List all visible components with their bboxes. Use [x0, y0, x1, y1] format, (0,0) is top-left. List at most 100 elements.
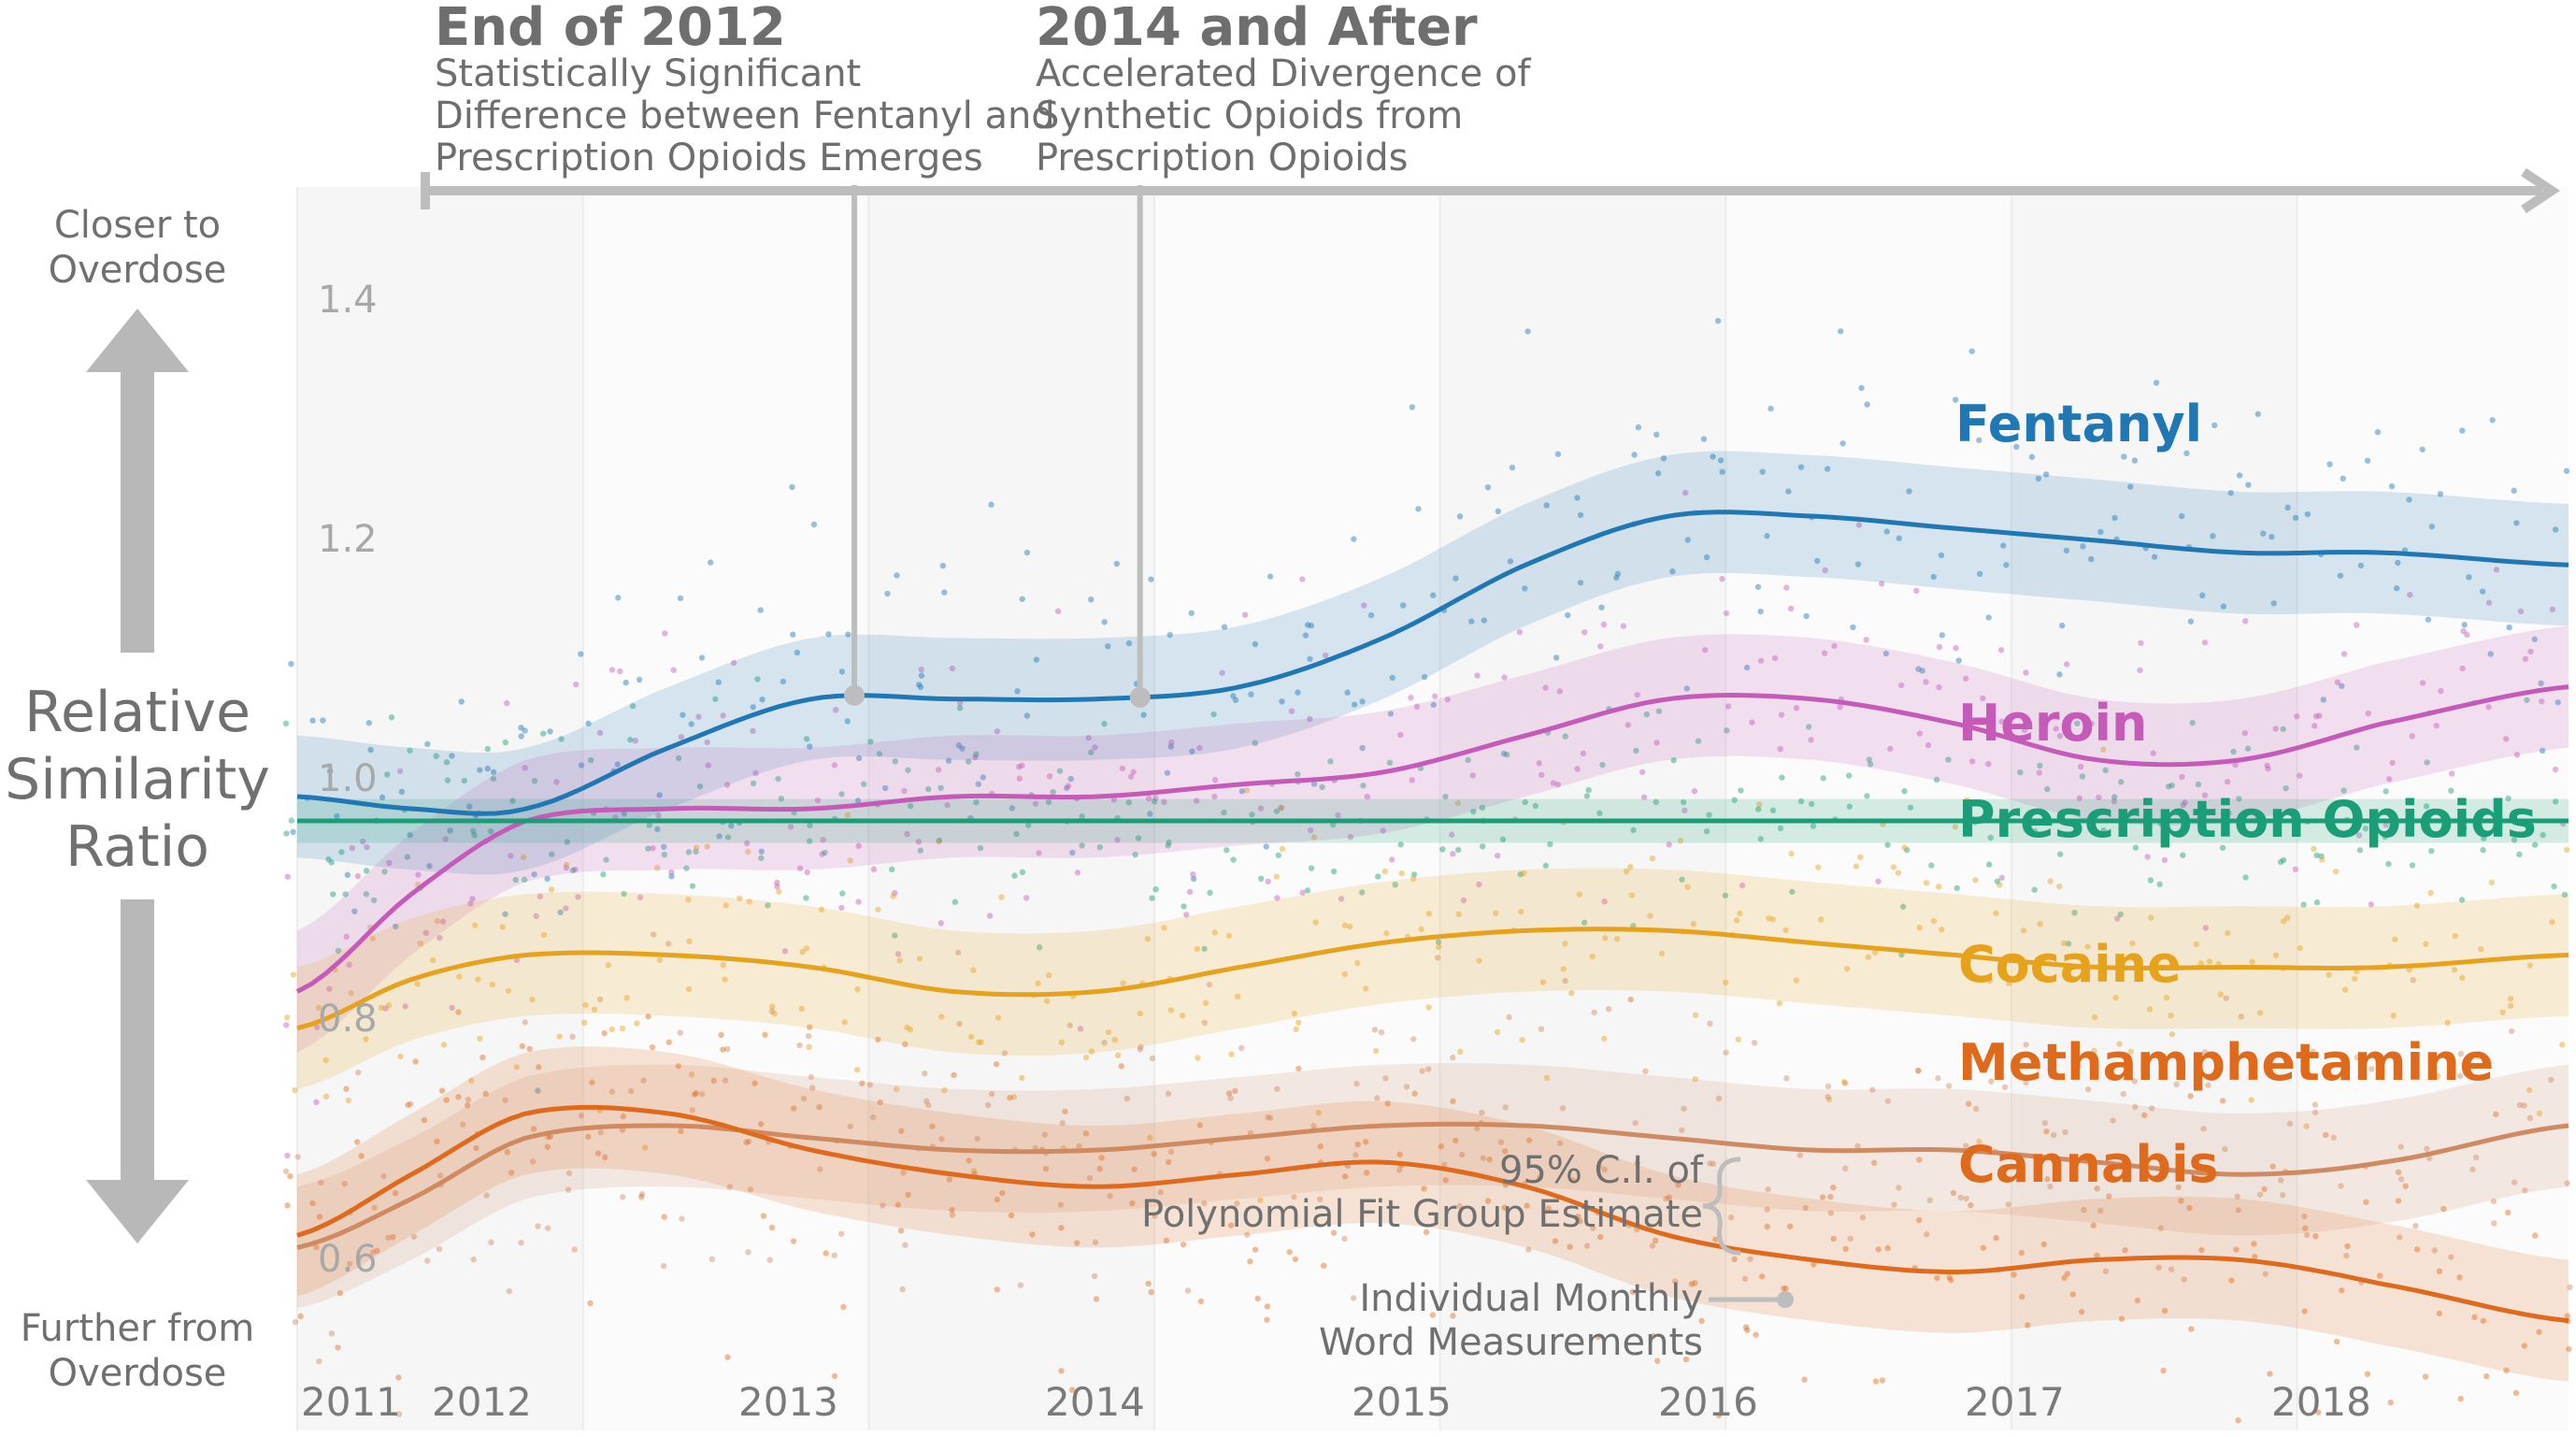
measurement-point: [410, 1233, 418, 1240]
up-arrow-shaft: [121, 366, 154, 653]
measurement-point: [1787, 605, 1795, 612]
measurement-point: [540, 931, 548, 939]
measurement-point: [678, 1128, 684, 1135]
measurement-point: [2461, 622, 2468, 628]
measurement-point: [1140, 711, 1147, 718]
measurement-point: [2160, 1367, 2167, 1374]
measurement-point: [820, 837, 826, 843]
measurement-point: [602, 1154, 608, 1161]
measurement-point: [2132, 1103, 2139, 1111]
measurement-point: [685, 985, 693, 993]
measurement-point: [2563, 467, 2570, 474]
measurement-point: [581, 1019, 588, 1027]
measurement-point: [380, 1172, 387, 1180]
measurement-point: [2332, 868, 2340, 875]
down-arrow-icon: [86, 1180, 189, 1243]
measurement-point: [2220, 603, 2227, 610]
measurement-point: [2044, 1176, 2051, 1183]
measurement-point: [896, 957, 903, 964]
measurement-point: [2069, 1291, 2077, 1298]
measurement-point: [2516, 1101, 2524, 1109]
measurement-point: [2021, 726, 2028, 734]
measurement-point: [1980, 1244, 1987, 1251]
measurement-point: [1017, 1282, 1024, 1288]
measurement-point: [2019, 1293, 2025, 1300]
measurement-point: [925, 1101, 932, 1109]
measurement-point: [1972, 1105, 1980, 1113]
measurement-point: [2516, 851, 2523, 858]
measurement-point: [608, 667, 616, 673]
measurement-point: [2310, 1048, 2316, 1056]
measurement-point: [881, 784, 889, 792]
measurement-point: [1629, 1288, 1636, 1295]
x-tick-label: 2014: [1045, 1379, 1145, 1425]
measurement-point: [1719, 468, 1725, 475]
measurement-point: [720, 961, 726, 969]
measurement-point: [1756, 801, 1763, 808]
measurement-point: [1599, 761, 1606, 769]
measurement-point: [623, 679, 629, 686]
measurement-point: [1739, 882, 1746, 889]
measurement-point: [2168, 1031, 2176, 1038]
measurement-point: [2301, 1213, 2308, 1220]
measurement-point: [316, 1214, 323, 1220]
measurement-point: [898, 1128, 905, 1134]
measurement-point: [2330, 1134, 2337, 1142]
measurement-point: [1307, 715, 1313, 723]
measurement-point: [600, 871, 607, 878]
measurement-point: [993, 1060, 1000, 1068]
measurement-point: [2294, 713, 2300, 720]
measurement-point: [316, 1358, 322, 1365]
measurement-point: [1998, 718, 2005, 726]
measurement-point: [1577, 580, 1584, 586]
measurement-point: [1875, 878, 1882, 884]
measurement-point: [2110, 1117, 2116, 1124]
measurement-point: [1955, 657, 1962, 664]
measurement-point: [1742, 1324, 1750, 1330]
measurement-point: [1396, 1151, 1403, 1158]
measurement-point: [1009, 805, 1015, 812]
measurement-point: [656, 956, 664, 963]
ci-band-cocaine: [297, 868, 2569, 1089]
measurement-point: [2458, 897, 2466, 903]
measurement-point: [688, 721, 694, 727]
measurement-point: [941, 1086, 948, 1094]
measurement-point: [1731, 1256, 1738, 1263]
measurement-point: [766, 1257, 773, 1263]
measurement-point: [1484, 483, 1492, 491]
y-axis-title-line: Ratio: [65, 814, 209, 880]
measurement-point: [2318, 853, 2325, 859]
measurement-point: [1524, 328, 1531, 335]
measurement-point: [2111, 514, 2118, 522]
measurement-point: [1964, 797, 1970, 804]
measurement-point: [1111, 1036, 1118, 1043]
measurement-point: [2355, 832, 2363, 839]
measurement-point: [1543, 1074, 1551, 1082]
measurement-point: [2248, 1097, 2254, 1103]
measurement-point: [2490, 1198, 2497, 1205]
measurement-point: [1130, 769, 1137, 775]
measurement-point: [2094, 1252, 2100, 1259]
measurement-point: [417, 940, 424, 947]
measurement-point: [1058, 1368, 1065, 1374]
measurement-point: [522, 727, 528, 734]
measurement-point: [596, 729, 604, 737]
measurement-point: [408, 1100, 414, 1107]
measurement-point: [2511, 487, 2517, 495]
measurement-point: [1827, 1193, 1834, 1200]
measurement-point: [520, 854, 527, 861]
measurement-point: [1079, 842, 1085, 849]
measurement-point: [386, 859, 393, 867]
measurement-point: [1105, 643, 1111, 650]
measurement-point: [2062, 1128, 2068, 1136]
measurement-point: [778, 795, 784, 802]
measurement-point: [2368, 901, 2375, 908]
measurement-point: [2056, 732, 2064, 740]
measurement-point: [918, 666, 924, 673]
measurement-point: [998, 894, 1005, 900]
measurement-point: [395, 1411, 403, 1417]
measurement-point: [1132, 851, 1138, 858]
measurement-point: [1700, 436, 1708, 442]
measurement-point: [747, 1186, 754, 1193]
measurement-point: [1014, 688, 1021, 695]
